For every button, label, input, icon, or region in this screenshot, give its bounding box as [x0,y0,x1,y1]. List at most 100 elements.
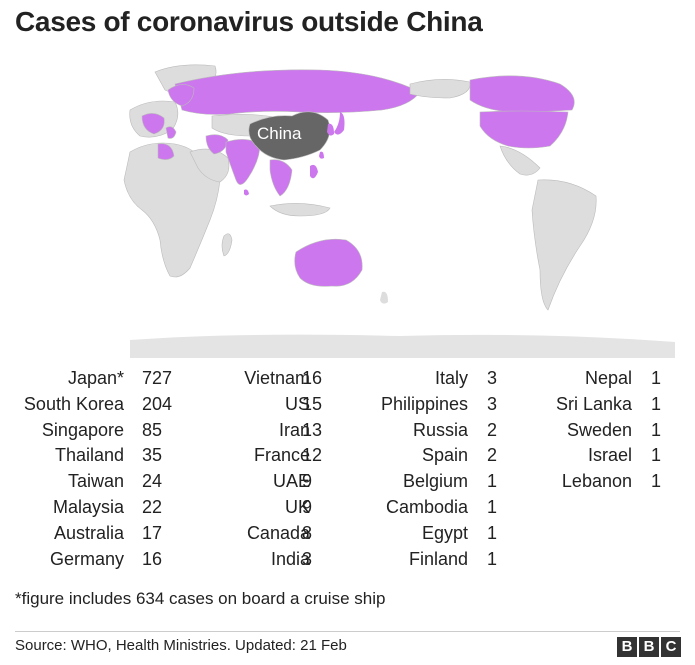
country-name: Sweden [566,419,632,440]
china-region [248,111,331,161]
case-count: 3 [487,393,498,414]
case-count: 16 [142,548,163,569]
case-count: 3 [487,368,498,388]
country-name: France [253,445,310,466]
count-column-2: 16 15 13 12 9 9 8 3 [302,366,342,572]
logo-letter: B [617,637,637,657]
case-count: 1 [651,471,662,492]
country-name: Australia [53,522,124,543]
case-count: 1 [651,445,662,466]
divider [15,631,680,632]
count-column-3: 3 3 2 2 1 1 1 1 [487,366,527,572]
count-column-1: 727 204 85 35 24 22 17 16 [142,366,182,572]
count-column-4: 1 1 1 1 1 [651,366,691,495]
case-count: 3 [302,548,313,569]
country-name: Nepal [584,368,632,388]
country-name: Russia [412,419,468,440]
country-name: Egypt [421,522,468,543]
world-map: China [120,40,680,360]
country-name: Malaysia [52,496,124,517]
country-column-4: Nepal Sri Lanka Sweden Israel Lebanon [520,366,632,495]
philippines [310,164,318,179]
country-name: Sri Lanka [555,393,632,414]
western-europe [141,113,165,135]
logo-letter: C [661,637,681,657]
case-count: 22 [142,496,163,517]
case-count: 204 [142,393,173,414]
case-count: 24 [142,471,163,492]
case-count: 1 [487,496,498,517]
taiwan [319,151,324,159]
case-count: 35 [142,445,163,466]
country-name: Japan* [67,368,124,388]
case-count: 1 [487,522,498,543]
russia [174,69,421,115]
case-count: 85 [142,419,163,440]
case-count: 1 [651,393,662,414]
alaska [409,79,471,99]
case-count: 2 [487,445,498,466]
case-count: 9 [302,496,313,517]
country-name: Lebanon [561,471,632,492]
country-name: India [270,548,310,569]
country-name: Cambodia [385,496,468,517]
australia [294,238,363,287]
country-name: US [284,393,310,414]
japan [334,112,345,135]
scandinavia [167,84,195,107]
country-name: Italy [434,368,468,388]
africa [123,142,221,278]
country-name: UAE [272,471,310,492]
india [225,139,261,185]
country-name: Philippines [380,393,468,414]
country-column-3: Italy Philippines Russia Spain Belgium C… [340,366,468,572]
case-count: 1 [651,368,662,388]
country-name: South Korea [23,393,124,414]
korea [327,123,334,136]
case-count: 1 [651,419,662,440]
canada [469,75,575,113]
bbc-logo: B B C [617,637,681,657]
case-count: 15 [302,393,323,414]
country-name: Germany [49,548,124,569]
iran [205,134,229,155]
chart-title: Cases of coronavirus outside China [15,6,483,37]
case-count: 727 [142,368,173,388]
case-count: 8 [302,522,313,543]
country-name: Thailand [54,445,124,466]
source-line: Source: WHO, Health Ministries. Updated:… [15,637,347,654]
italy [165,126,177,139]
country-name: Finland [408,548,468,569]
country-name: Vietnam [244,368,310,388]
case-count: 1 [487,548,498,569]
new-zealand [380,291,388,304]
country-name: Iran [278,419,310,440]
country-name: Israel [587,445,632,466]
madagascar [221,233,233,257]
sri-lanka [244,189,249,196]
case-count: 12 [302,445,323,466]
cases-table: Japan* South Korea Singapore Thailand Ta… [0,366,695,576]
antarctica [130,334,675,358]
egypt [157,143,175,160]
case-count: 13 [302,419,323,440]
country-name: Spain [421,445,468,466]
case-count: 2 [487,419,498,440]
country-name: UK [284,496,310,517]
case-count: 16 [302,368,323,388]
case-count: 17 [142,522,163,543]
southeast-asia [269,159,293,197]
country-column-1: Japan* South Korea Singapore Thailand Ta… [0,366,124,572]
country-name: Taiwan [67,471,124,492]
country-name: Canada [246,522,310,543]
south-america [531,179,597,311]
case-count: 1 [487,471,498,492]
indonesia [269,203,331,217]
country-name: Belgium [402,471,468,492]
case-count: 9 [302,471,313,492]
us [479,110,569,149]
country-column-2: Vietnam US Iran France UAE UK Canada Ind… [190,366,310,572]
country-name: Singapore [41,419,124,440]
china-label: China [257,124,302,143]
mexico-central [499,145,541,176]
